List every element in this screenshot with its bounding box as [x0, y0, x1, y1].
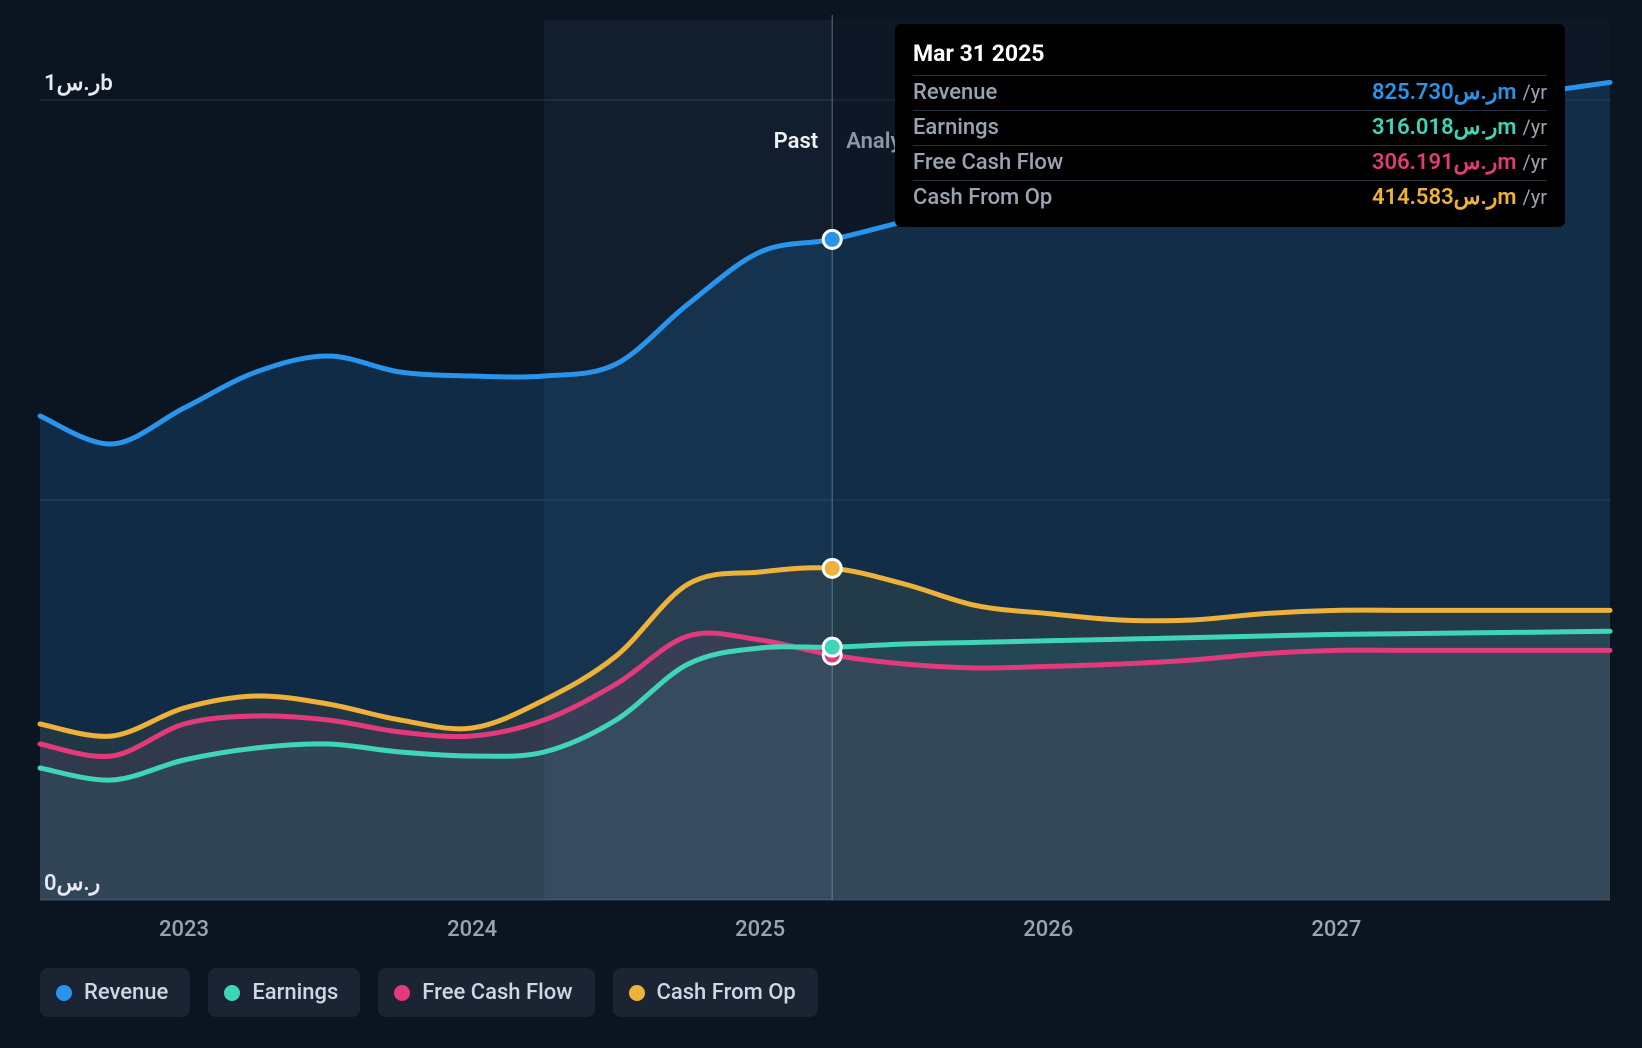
legend-item-label: Earnings: [252, 980, 338, 1005]
legend-item-cash_from_op[interactable]: Cash From Op: [613, 968, 818, 1017]
tooltip-row-label: Earnings: [913, 115, 999, 140]
y-tick-label: ر.س1b: [44, 71, 113, 96]
legend-item-label: Cash From Op: [657, 980, 796, 1005]
chart-tooltip: Mar 31 2025 Revenueر.س825.730m/yrEarning…: [895, 24, 1565, 227]
x-tick-label: 2024: [447, 917, 497, 942]
tooltip-row-value: ر.س316.018m: [1372, 115, 1517, 140]
x-tick-label: 2027: [1311, 917, 1361, 942]
tooltip-row-unit: /yr: [1523, 185, 1548, 209]
legend-item-label: Free Cash Flow: [422, 980, 572, 1005]
x-tick-label: 2025: [735, 917, 785, 942]
chart-legend: Revenue Earnings Free Cash Flow Cash From O…: [40, 968, 818, 1017]
legend-item-free_cash_flow[interactable]: Free Cash Flow: [378, 968, 594, 1017]
legend-item-revenue[interactable]: Revenue: [40, 968, 190, 1017]
tooltip-row-value: ر.س825.730m: [1372, 80, 1517, 105]
legend-item-earnings[interactable]: Earnings: [208, 968, 360, 1017]
legend-dot-icon: [394, 985, 410, 1001]
series-marker-revenue[interactable]: [823, 230, 841, 248]
tooltip-row: Revenue ر.س825.730m/yr: [913, 75, 1547, 110]
legend-dot-icon: [224, 985, 240, 1001]
tooltip-row: Free Cash Flow ر.س306.191m/yr: [913, 145, 1547, 180]
series-marker-earnings[interactable]: [823, 638, 841, 656]
tooltip-date: Mar 31 2025: [913, 34, 1547, 75]
y-tick-label: ر.س0: [44, 871, 100, 896]
tooltip-row-unit: /yr: [1523, 150, 1548, 174]
tooltip-row-value: ر.س306.191m: [1372, 150, 1517, 175]
x-tick-label: 2023: [159, 917, 209, 942]
tooltip-row-label: Free Cash Flow: [913, 150, 1063, 175]
tooltip-row-value: ر.س414.583m: [1372, 185, 1517, 210]
past-label: Past: [774, 129, 819, 154]
financials-chart: ر.س0ر.س1b20232024202520262027PastAnalyst…: [0, 0, 1642, 1048]
tooltip-row-label: Cash From Op: [913, 185, 1052, 210]
series-marker-cash_from_op[interactable]: [823, 559, 841, 577]
x-tick-label: 2026: [1023, 917, 1073, 942]
legend-item-label: Revenue: [84, 980, 168, 1005]
legend-dot-icon: [629, 985, 645, 1001]
tooltip-row-label: Revenue: [913, 80, 997, 105]
tooltip-row-unit: /yr: [1523, 80, 1548, 104]
tooltip-row: Earnings ر.س316.018m/yr: [913, 110, 1547, 145]
tooltip-row-unit: /yr: [1523, 115, 1548, 139]
legend-dot-icon: [56, 985, 72, 1001]
tooltip-row: Cash From Op ر.س414.583m/yr: [913, 180, 1547, 215]
